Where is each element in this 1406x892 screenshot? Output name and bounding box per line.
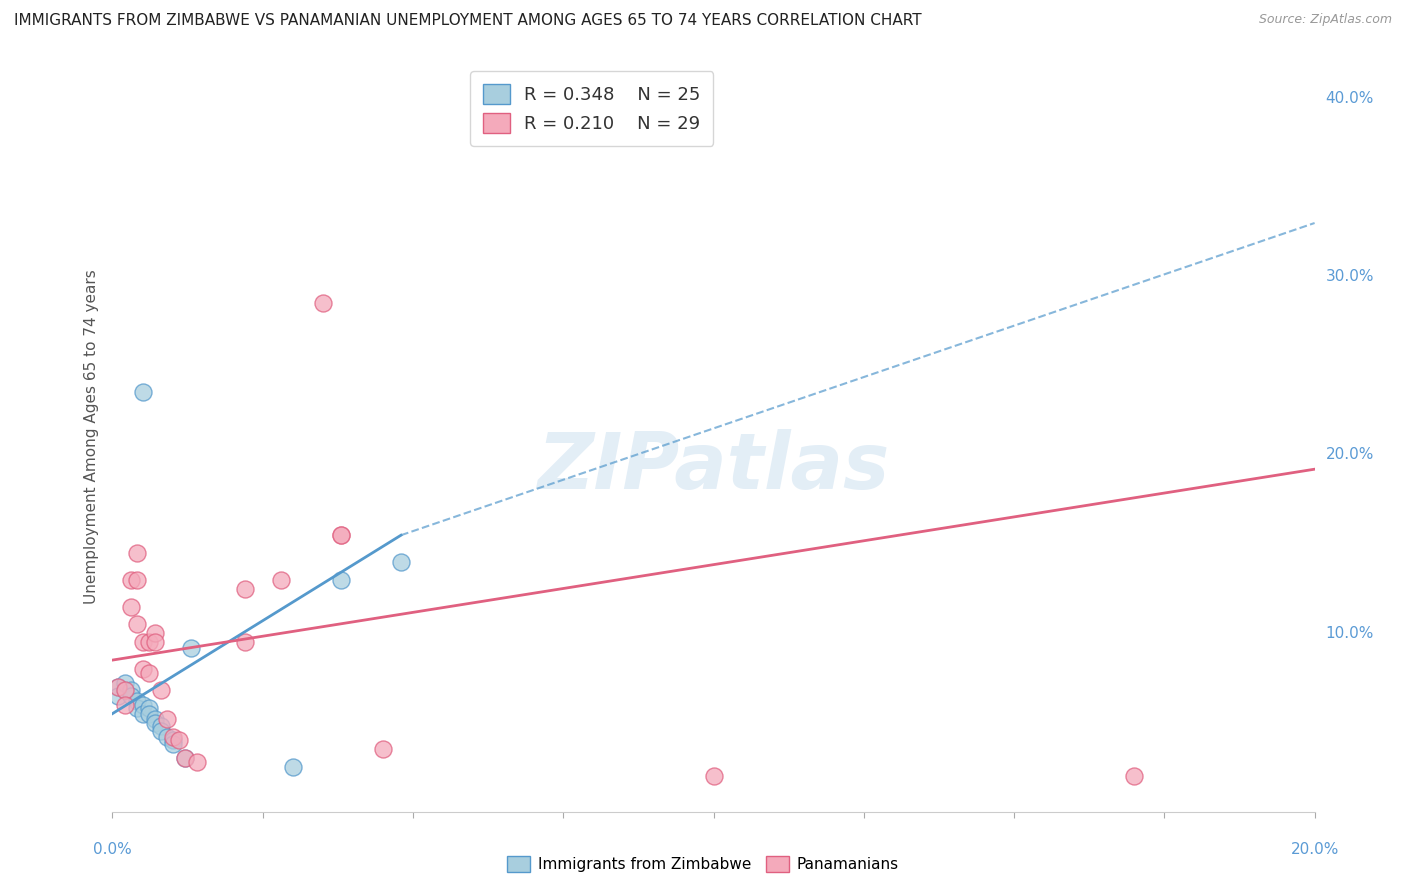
Point xyxy=(120,599,142,614)
Point xyxy=(143,712,166,726)
Point xyxy=(125,573,148,587)
Point xyxy=(114,698,136,712)
Point xyxy=(143,715,166,730)
Point xyxy=(138,665,160,680)
Legend: R = 0.348    N = 25, R = 0.210    N = 29: R = 0.348 N = 25, R = 0.210 N = 29 xyxy=(470,71,713,145)
Point xyxy=(162,737,184,751)
Point xyxy=(233,582,256,596)
Text: 0.0%: 0.0% xyxy=(93,842,132,857)
Point xyxy=(149,683,172,698)
Point xyxy=(107,680,129,694)
Point xyxy=(131,385,153,400)
Point xyxy=(114,683,136,698)
Point xyxy=(312,296,335,310)
Point xyxy=(149,724,172,739)
Point xyxy=(125,546,148,560)
Point xyxy=(120,683,142,698)
Point xyxy=(107,680,129,694)
Point xyxy=(149,719,172,733)
Point xyxy=(138,701,160,715)
Point xyxy=(329,573,352,587)
Point xyxy=(173,751,195,765)
Point xyxy=(120,689,142,703)
Point xyxy=(107,689,129,703)
Point xyxy=(186,755,208,769)
Point xyxy=(143,626,166,640)
Text: 20.0%: 20.0% xyxy=(1326,448,1374,462)
Point xyxy=(162,730,184,744)
Point xyxy=(270,573,292,587)
Point xyxy=(329,528,352,542)
Point xyxy=(131,635,153,649)
Point xyxy=(114,683,136,698)
Text: 30.0%: 30.0% xyxy=(1326,269,1374,284)
Point xyxy=(281,760,304,774)
Point xyxy=(114,676,136,690)
Text: IMMIGRANTS FROM ZIMBABWE VS PANAMANIAN UNEMPLOYMENT AMONG AGES 65 TO 74 YEARS CO: IMMIGRANTS FROM ZIMBABWE VS PANAMANIAN U… xyxy=(14,13,922,29)
Point xyxy=(125,701,148,715)
Point xyxy=(173,751,195,765)
Legend: Immigrants from Zimbabwe, Panamanians: Immigrants from Zimbabwe, Panamanians xyxy=(499,848,907,880)
Point xyxy=(180,640,202,655)
Text: ZIPatlas: ZIPatlas xyxy=(537,429,890,505)
Point xyxy=(702,769,725,783)
Point xyxy=(131,662,153,676)
Point xyxy=(138,635,160,649)
Y-axis label: Unemployment Among Ages 65 to 74 years: Unemployment Among Ages 65 to 74 years xyxy=(83,269,98,605)
Point xyxy=(120,573,142,587)
Point xyxy=(389,555,412,569)
Text: 20.0%: 20.0% xyxy=(1291,842,1339,857)
Point xyxy=(138,706,160,721)
Text: 10.0%: 10.0% xyxy=(1326,626,1374,640)
Point xyxy=(125,694,148,708)
Point xyxy=(143,635,166,649)
Point xyxy=(131,698,153,712)
Point xyxy=(131,706,153,721)
Text: 40.0%: 40.0% xyxy=(1326,91,1374,105)
Point xyxy=(371,742,394,756)
Point xyxy=(125,617,148,632)
Point xyxy=(1123,769,1146,783)
Point xyxy=(162,733,184,747)
Text: Source: ZipAtlas.com: Source: ZipAtlas.com xyxy=(1258,13,1392,27)
Point xyxy=(167,733,190,747)
Point xyxy=(329,528,352,542)
Point xyxy=(233,635,256,649)
Point xyxy=(155,730,177,744)
Point xyxy=(155,712,177,726)
